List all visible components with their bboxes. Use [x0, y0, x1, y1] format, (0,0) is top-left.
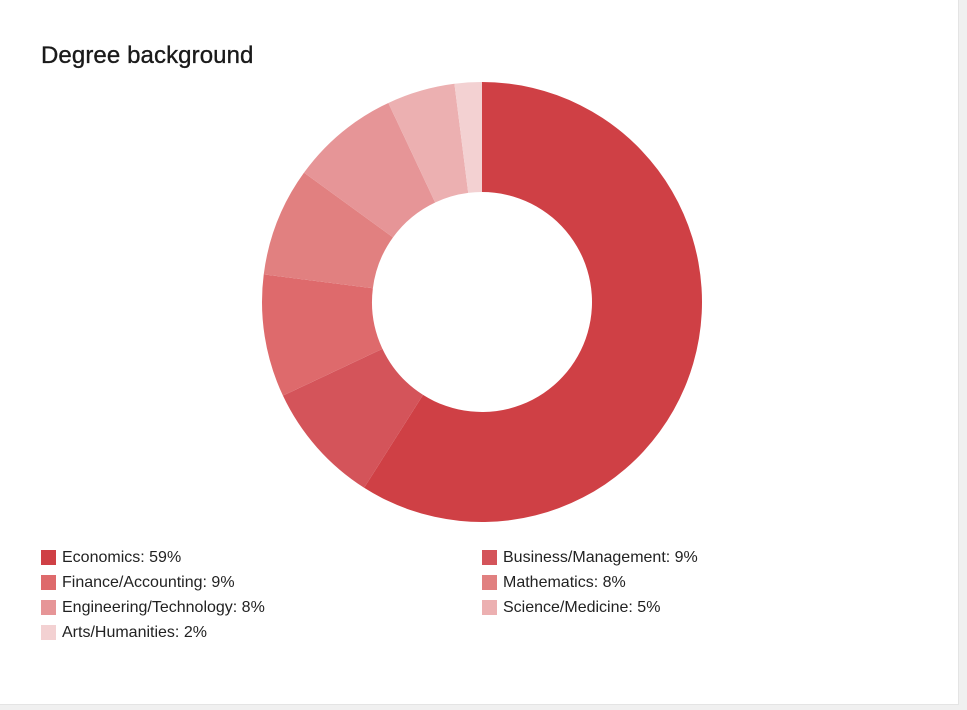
legend-swatch	[41, 575, 56, 590]
legend-item-science-medicine: Science/Medicine: 5%	[482, 595, 761, 620]
legend-swatch	[482, 600, 497, 615]
legend-swatch	[41, 550, 56, 565]
legend-item-arts-humanities: Arts/Humanities: 2%	[41, 620, 482, 645]
legend-label: Business/Management: 9%	[503, 548, 698, 566]
legend-swatch	[482, 550, 497, 565]
donut-slice-mathematics	[263, 172, 394, 289]
donut-slice-economics	[364, 82, 702, 522]
legend-label: Economics: 59%	[62, 548, 182, 566]
donut-slice-business-management	[282, 348, 424, 488]
legend-item-finance-accounting: Finance/Accounting: 9%	[41, 570, 482, 595]
legend-item-economics: Economics: 59%	[41, 545, 482, 570]
legend-swatch	[482, 575, 497, 590]
chart-legend: Economics: 59% Business/Management: 9% Fin…	[41, 545, 761, 645]
legend-label: Finance/Accounting: 9%	[62, 573, 235, 591]
legend-label: Arts/Humanities: 2%	[62, 623, 207, 641]
donut-slice-science-medicine	[388, 83, 469, 203]
donut-slice-arts-humanities	[454, 82, 482, 193]
donut-slice-finance-accounting	[262, 274, 383, 396]
donut-chart	[262, 82, 702, 522]
legend-item-business-management: Business/Management: 9%	[482, 545, 761, 570]
legend-swatch	[41, 600, 56, 615]
legend-label: Science/Medicine: 5%	[503, 598, 661, 616]
legend-item-mathematics: Mathematics: 8%	[482, 570, 761, 595]
legend-swatch	[41, 625, 56, 640]
legend-label: Engineering/Technology: 8%	[62, 598, 265, 616]
legend-label: Mathematics: 8%	[503, 573, 626, 591]
donut-slice-engineering-technology	[304, 102, 436, 238]
chart-title: Degree background	[41, 42, 254, 69]
legend-item-engineering-technology: Engineering/Technology: 8%	[41, 595, 482, 620]
